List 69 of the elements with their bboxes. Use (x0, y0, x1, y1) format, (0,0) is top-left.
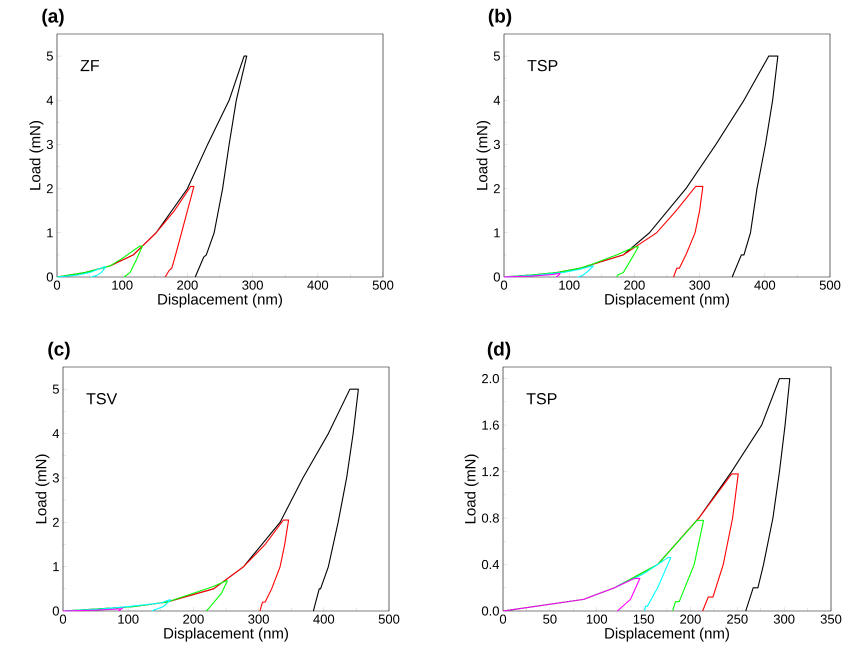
x-tick-label: 100 (118, 614, 139, 624)
x-tick-label: 400 (313, 614, 334, 624)
x-axis-title: Displacement (nm) (605, 628, 729, 642)
line-series (657, 473, 739, 612)
y-tick-label: 3 (52, 473, 59, 483)
annotation: TSV (86, 393, 118, 404)
x-tick-label: 100 (559, 280, 580, 290)
x-tick-label: 300 (774, 614, 794, 624)
y-tick-label: 2 (52, 518, 59, 527)
x-tick-label: 200 (183, 614, 204, 624)
y-axis-title: Load (mN) (35, 454, 50, 524)
y-tick-label: 1 (53, 562, 59, 572)
line-series (56, 246, 143, 278)
x-tick-label: 50 (543, 614, 557, 624)
y-tick-label: 2 (46, 184, 53, 194)
y-axis-title: Load (mN) (464, 454, 479, 524)
y-tick-label: 4 (52, 429, 60, 438)
y-tick-label: 0.4 (482, 560, 500, 570)
x-tick-label: 300 (242, 280, 263, 290)
y-tick-label: 1.2 (482, 467, 499, 476)
line-series (502, 578, 640, 612)
y-tick-label: 0.8 (482, 513, 499, 523)
y-tick-label: 2.0 (482, 374, 499, 384)
annotation: ZF (80, 60, 99, 72)
y-tick-label: 5 (52, 384, 59, 394)
annotation: TSP (526, 393, 556, 404)
y-tick-label: 1.6 (482, 420, 499, 430)
x-tick-label: 0 (500, 614, 506, 624)
x-tick-label: 400 (754, 280, 776, 290)
line-series (56, 266, 106, 278)
x-tick-label: 150 (634, 614, 654, 624)
x-tick-label: 200 (177, 280, 198, 290)
y-tick-label: 0 (494, 272, 500, 282)
x-axis-title: Displacement (nm) (164, 628, 288, 642)
x-tick-label: 500 (372, 280, 394, 290)
x-tick-label: 300 (689, 280, 710, 290)
chart-title: (a) (42, 8, 64, 26)
y-tick-label: 3 (494, 140, 500, 150)
x-tick-label: 250 (727, 614, 748, 624)
x-tick-label: 100 (112, 280, 133, 290)
x-tick-label: 200 (624, 280, 645, 290)
x-axis-title: Displacement (nm) (158, 294, 282, 308)
x-tick-label: 400 (307, 280, 328, 290)
y-tick-label: 5 (494, 52, 500, 61)
x-tick-label: 200 (680, 614, 701, 624)
y-tick-label: 0 (46, 272, 53, 282)
y-tick-label: 0 (52, 606, 59, 616)
y-tick-label: 0.0 (482, 606, 499, 616)
chart-title: (b) (488, 8, 512, 26)
chart-title: (d) (488, 342, 510, 360)
y-tick-label: 4 (46, 96, 54, 105)
x-tick-label: 350 (820, 614, 842, 624)
y-tick-label: 1 (494, 228, 500, 238)
y-axis-title: Load (mN) (476, 121, 490, 190)
y-tick-label: 1 (47, 228, 53, 238)
annotation: TSP (527, 60, 558, 72)
y-tick-label: 5 (46, 52, 53, 61)
y-tick-label: 2 (494, 184, 500, 194)
y-axis-title: Load (mN) (29, 121, 44, 190)
x-tick-label: 100 (586, 614, 608, 624)
chart-title: (c) (48, 342, 70, 360)
y-tick-label: 3 (46, 140, 53, 150)
y-tick-label: 4 (494, 96, 500, 105)
x-tick-label: 0 (500, 280, 508, 290)
x-axis-title: Displacement (nm) (605, 294, 729, 308)
x-tick-label: 500 (820, 280, 840, 290)
x-tick-label: 0 (60, 614, 66, 624)
x-tick-label: 300 (248, 614, 269, 624)
x-tick-label: 500 (378, 614, 400, 624)
